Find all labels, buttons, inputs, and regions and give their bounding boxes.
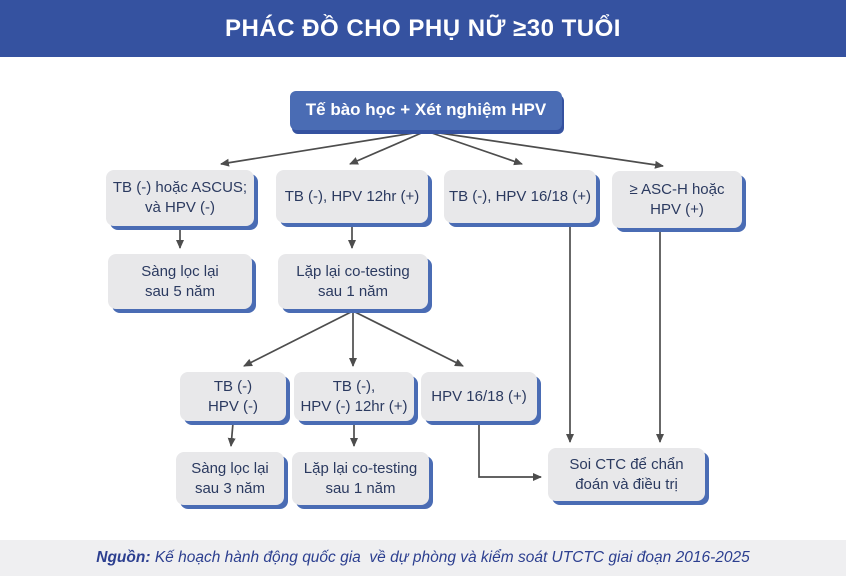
node-colposcopy-treatment: Soi CTC để chẩn đoán và điều trị xyxy=(548,448,705,501)
node-rescreen-5-years: Sàng lọc lại sau 5 năm xyxy=(108,254,252,309)
node-repeat-cotesting-1-year-2: Lặp lại co-testing sau 1 năm xyxy=(292,452,429,505)
node-repeat-cotesting-1-year: Lặp lại co-testing sau 1 năm xyxy=(278,254,428,309)
header-bar: PHÁC ĐỒ CHO PHỤ NỮ ≥30 TUỔI xyxy=(0,0,846,57)
node-tb-neg-hpv-neg-12-pos: TB (-), HPV (-) 12hr (+) xyxy=(294,372,414,421)
source-footer: Nguồn: Kế hoạch hành động quốc gia về dự… xyxy=(0,540,846,576)
node-tb-neg-hpv-neg: TB (-) HPV (-) xyxy=(180,372,286,421)
page-title: PHÁC ĐỒ CHO PHỤ NỮ ≥30 TUỔI xyxy=(225,14,621,42)
node-tb-neg-hpv1618-pos: TB (-), HPV 16/18 (+) xyxy=(444,170,596,223)
node-cotesting-root: Tế bào học + Xét nghiệm HPV xyxy=(290,91,562,130)
node-tb-neg-hpv12-pos: TB (-), HPV 12hr (+) xyxy=(276,170,428,223)
node-rescreen-3-years: Sàng lọc lại sau 3 năm xyxy=(176,452,284,505)
source-text: Kế hoạch hành động quốc gia về dự phòng … xyxy=(150,549,750,566)
node-tb-neg-ascus-hpv-neg: TB (-) hoặc ASCUS; và HPV (-) xyxy=(106,170,254,226)
node-asch-or-hpv-pos: ≥ ASC-H hoặc HPV (+) xyxy=(612,171,742,228)
node-hpv1618-pos: HPV 16/18 (+) xyxy=(421,372,537,421)
source-label: Nguồn: xyxy=(96,549,151,566)
